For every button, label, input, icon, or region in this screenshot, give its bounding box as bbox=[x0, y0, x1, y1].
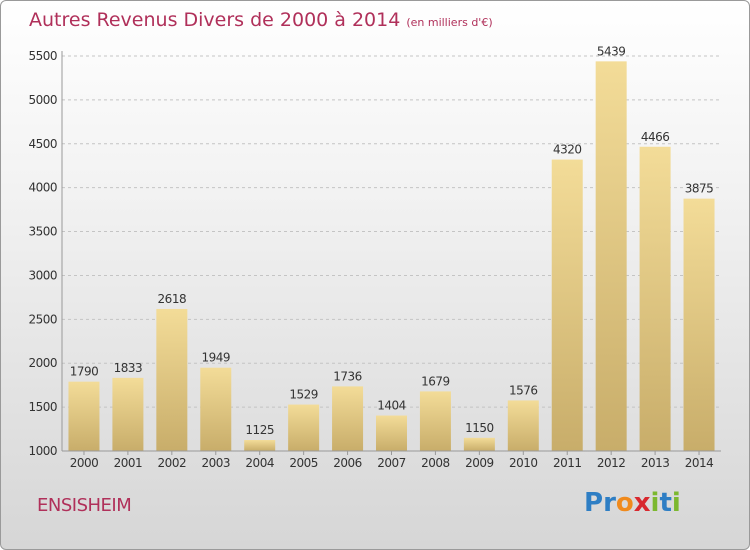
x-tick-label: 2014 bbox=[685, 456, 714, 470]
data-label: 1736 bbox=[333, 369, 362, 383]
x-tick-label: 2012 bbox=[597, 456, 626, 470]
x-tick-label: 2003 bbox=[201, 456, 230, 470]
bar-2005 bbox=[288, 404, 320, 451]
logo-letter: i bbox=[671, 488, 681, 518]
bar-2012 bbox=[595, 61, 627, 452]
x-tick-label: 2004 bbox=[245, 456, 274, 470]
chart-title-text: Autres Revenus Divers de 2000 à 2014 bbox=[29, 9, 401, 31]
bar-2006 bbox=[332, 386, 364, 451]
x-tick-label: 2008 bbox=[421, 456, 450, 470]
bar-2009 bbox=[463, 437, 495, 451]
data-label: 2618 bbox=[158, 292, 187, 306]
logo-letter: o bbox=[615, 488, 634, 518]
data-label: 1679 bbox=[421, 374, 450, 388]
bar-2000 bbox=[68, 381, 100, 451]
city-name: ENSISHEIM bbox=[37, 495, 132, 516]
x-tick-label: 2011 bbox=[553, 456, 582, 470]
y-tick-label: 1500 bbox=[28, 400, 57, 414]
data-label: 1150 bbox=[465, 421, 494, 435]
x-tick-label: 2000 bbox=[70, 456, 99, 470]
bar-2007 bbox=[376, 415, 407, 451]
y-tick-label: 4000 bbox=[28, 181, 57, 195]
y-tick-label: 4500 bbox=[28, 137, 57, 151]
bar-2013 bbox=[639, 146, 671, 452]
bar-2004 bbox=[244, 440, 276, 451]
bar-2011 bbox=[551, 159, 583, 452]
data-label: 3875 bbox=[685, 182, 714, 196]
chart-unit: (en milliers d'€) bbox=[406, 16, 493, 29]
data-label: 1125 bbox=[245, 423, 274, 437]
y-tick-label: 5000 bbox=[28, 93, 57, 107]
data-label: 1576 bbox=[509, 383, 538, 397]
data-label: 1529 bbox=[289, 388, 318, 402]
x-axis: 2000 2001 2002 2003 2004 2005 2006 2007 2008 2009… bbox=[62, 450, 721, 470]
y-tick-label: 2500 bbox=[28, 312, 57, 326]
y-tick-label: 3500 bbox=[28, 225, 57, 239]
data-label: 1404 bbox=[377, 399, 406, 413]
bars: 1790 1833 2618 1949 1125 1529 1736 1404 1679 1150… bbox=[68, 44, 715, 452]
data-label: 1790 bbox=[70, 365, 99, 379]
bar-2014 bbox=[683, 198, 715, 451]
x-tick-label: 2005 bbox=[289, 456, 318, 470]
bar-2008 bbox=[419, 391, 451, 451]
logo-letter: P bbox=[584, 488, 604, 518]
data-label: 4320 bbox=[553, 143, 582, 157]
data-label: 4466 bbox=[641, 130, 670, 144]
logo-letter: t bbox=[659, 488, 672, 518]
x-tick-label: 2013 bbox=[641, 456, 670, 470]
y-tick-label: 1000 bbox=[28, 444, 57, 458]
logo-letter: r bbox=[603, 488, 616, 518]
logo-letter: x bbox=[633, 488, 651, 518]
data-label: 5439 bbox=[597, 44, 626, 58]
x-tick-label: 2009 bbox=[465, 456, 494, 470]
chart-title: Autres Revenus Divers de 2000 à 2014 (en … bbox=[29, 9, 493, 31]
proxiti-logo[interactable]: Proxiti bbox=[584, 488, 681, 518]
y-tick-label: 2000 bbox=[28, 356, 57, 370]
x-tick-label: 2002 bbox=[158, 456, 187, 470]
x-tick-label: 2001 bbox=[114, 456, 143, 470]
bar-2002 bbox=[156, 308, 188, 451]
data-label: 1833 bbox=[114, 361, 143, 375]
y-axis: 1000 1500 2000 2500 3000 3500 4000 4500 5000 5500 bbox=[28, 49, 63, 458]
x-tick-label: 2006 bbox=[333, 456, 362, 470]
bar-2003 bbox=[200, 367, 232, 451]
x-tick-label: 2007 bbox=[377, 456, 406, 470]
logo-letter: i bbox=[650, 488, 660, 518]
y-tick-label: 5500 bbox=[28, 49, 57, 63]
bar-2001 bbox=[112, 377, 144, 451]
x-tick-label: 2010 bbox=[509, 456, 538, 470]
bar-2010 bbox=[507, 400, 539, 451]
data-label: 1949 bbox=[201, 351, 230, 365]
y-tick-label: 3000 bbox=[28, 268, 57, 282]
